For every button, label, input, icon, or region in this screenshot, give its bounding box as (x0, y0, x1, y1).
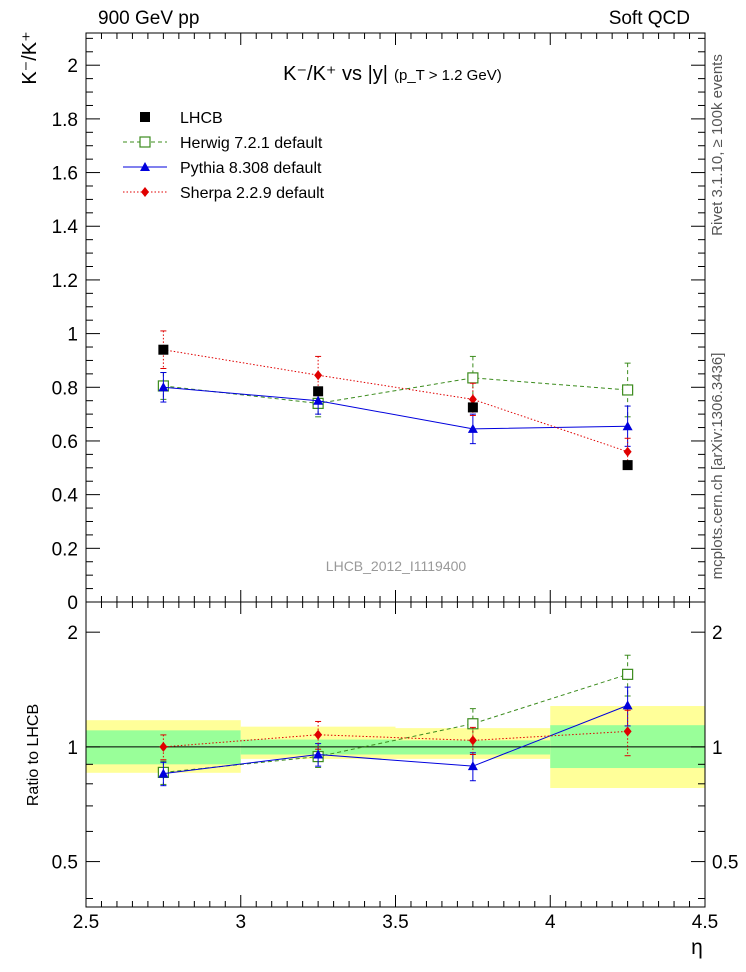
ratio-y-tick-label-right: 0.5 (712, 853, 738, 874)
x-tick-label: 3.5 (382, 912, 408, 933)
ratio-point (622, 668, 634, 680)
header-right: Soft QCD (608, 8, 690, 29)
x-tick-label: 3 (235, 912, 246, 933)
main-series-pythia (158, 372, 633, 447)
legend-marker (141, 187, 149, 197)
main-point (467, 423, 478, 433)
main-point (467, 372, 479, 384)
rivet-label: Rivet 3.1.10, ≥ 100k events (709, 54, 726, 236)
ratio-y-tick-label-left: 2 (67, 623, 78, 644)
ratio-point (622, 700, 633, 710)
ratio-series-sherpa (159, 709, 632, 761)
main-point (467, 402, 478, 413)
mcplots-label: mcplots.cern.ch [arXiv:1306.3436] (709, 353, 726, 580)
main-point (313, 395, 324, 405)
main-point (158, 382, 169, 392)
main-series-line (163, 349, 628, 453)
ratio-point (467, 761, 478, 771)
ratio-y-tick-label-right: 2 (712, 623, 723, 644)
y-tick-label: 1.8 (52, 110, 78, 131)
main-point (158, 344, 169, 355)
ratio-point (468, 735, 477, 746)
main-y-ticks: 0 0.2 0.4 0.6 0.8 1 1.2 1.4 1.6 1.8 2 (52, 37, 705, 614)
ratio-y-tick-label-right: 1 (712, 738, 723, 759)
main-point (313, 386, 324, 397)
main-series-line (163, 386, 628, 430)
chart-title: K⁻/K⁺ vs |y| (283, 63, 388, 85)
legend-marker (139, 136, 151, 148)
y-tick-label: 0.6 (52, 432, 78, 453)
main-series-line (163, 377, 628, 404)
legend-marker (140, 162, 150, 171)
main-y-axis-label: K⁻/K⁺ (19, 31, 41, 84)
ratio-point (623, 726, 632, 737)
legend-label: Pythia 8.308 default (180, 160, 322, 177)
main-point (622, 384, 634, 396)
main-frame (85, 32, 706, 603)
ratio-point (159, 741, 168, 752)
x-tick-label: 2.5 (73, 912, 99, 933)
x-tick-label: 4 (545, 912, 556, 933)
legend: LHCB Herwig 7.2.1 default Pythia 8.308 def… (123, 110, 325, 202)
main-series-herwig (157, 355, 634, 418)
main-point (468, 394, 477, 405)
y-tick-label: 2 (67, 56, 78, 77)
ratio-y-axis-label: Ratio to LHCB (25, 704, 42, 806)
main-series-sherpa (159, 330, 632, 466)
x-axis-label: η (691, 936, 703, 959)
ratio-series-line (163, 704, 628, 775)
x-tick-label: 4.5 (692, 912, 718, 933)
legend-label: LHCB (180, 110, 223, 127)
legend-label: Sherpa 2.2.9 default (180, 185, 325, 202)
main-point (622, 421, 633, 431)
ratio-series-pythia (158, 686, 633, 787)
ratio-y-tick-label-left: 0.5 (52, 853, 78, 874)
analysis-watermark: LHCB_2012_I1119400 (326, 558, 467, 574)
ratio-y-tick-label-left: 1 (67, 738, 78, 759)
ratio-y-ticks: 0.5 0.5 1 1 2 2 (52, 623, 738, 900)
y-tick-label: 1.4 (52, 217, 79, 238)
y-tick-label: 1.6 (52, 164, 78, 185)
main-point (314, 370, 323, 381)
main-point (622, 460, 633, 471)
legend-label: Herwig 7.2.1 default (180, 135, 323, 152)
y-tick-label: 0.2 (52, 539, 78, 560)
y-tick-label: 0.8 (52, 378, 78, 399)
chart-subtitle: (p_T > 1.2 GeV) (394, 67, 502, 84)
main-series-lhcb (158, 344, 633, 471)
ratio-point (313, 749, 324, 759)
x-ticks: 2.5 3 3.5 4 4.5 (73, 33, 718, 933)
ratio-point (158, 768, 169, 778)
ratio-point (314, 729, 323, 740)
ratio-series-line (163, 730, 628, 748)
y-tick-label: 1 (67, 325, 78, 346)
y-tick-label: 0 (67, 593, 78, 614)
legend-marker (140, 112, 150, 122)
y-tick-label: 1.2 (52, 271, 78, 292)
y-tick-label: 0.4 (52, 486, 79, 507)
header-left: 900 GeV pp (98, 8, 200, 29)
main-point (623, 446, 632, 457)
